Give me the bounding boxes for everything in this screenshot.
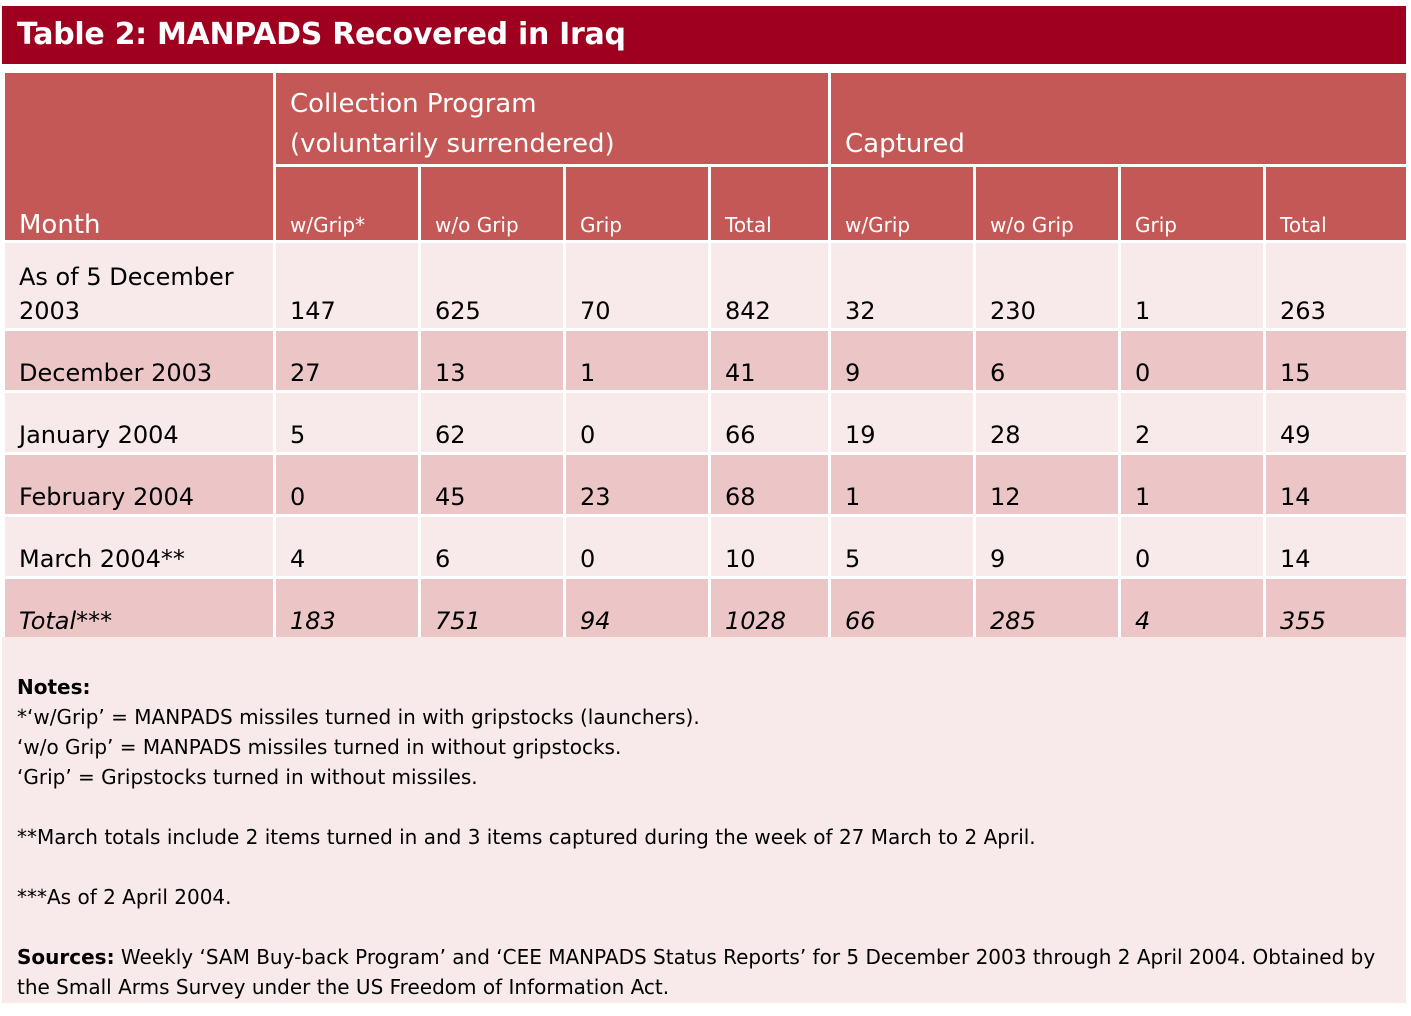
captured-grip-cell: 0 (1118, 514, 1267, 579)
collection-wgrip-header: w/Grip* (273, 164, 421, 243)
month-cell: February 2004 (2, 452, 276, 517)
collection-wogrip-cell: 751 (418, 576, 566, 641)
collection-grip-cell: 1 (563, 328, 711, 393)
captured-wogrip-cell: 230 (973, 240, 1122, 331)
month-cell: December 2003 (2, 328, 276, 393)
collection-grip-cell: 23 (563, 452, 711, 517)
captured-grip-header: Grip (1118, 164, 1267, 243)
captured-grip-cell: 4 (1118, 576, 1267, 641)
collection-wogrip-header: w/o Grip (418, 164, 566, 243)
captured-wogrip-cell: 12 (973, 452, 1122, 517)
captured-wgrip-cell: 66 (828, 576, 977, 641)
collection-wogrip-cell: 6 (418, 514, 566, 579)
total-row: Total*** 183 751 94 1028 66 285 4 355 (2, 576, 1410, 641)
captured-wogrip-cell: 9 (973, 514, 1122, 579)
note-line: ‘w/o Grip’ = MANPADS missiles turned in … (17, 735, 622, 759)
collection-wgrip-cell: 147 (273, 240, 421, 331)
collection-grip-cell: 0 (563, 514, 711, 579)
collection-wgrip-cell: 5 (273, 390, 421, 455)
collection-grip-cell: 0 (563, 390, 711, 455)
collection-wogrip-cell: 45 (418, 452, 566, 517)
captured-grip-cell: 1 (1118, 452, 1267, 517)
captured-total-cell: 49 (1263, 390, 1410, 455)
notes-heading: Notes: (17, 675, 91, 699)
collection-program-header: Collection Program (voluntarily surrende… (272, 70, 832, 167)
captured-wgrip-cell: 5 (828, 514, 977, 579)
manpads-table: Month Collection Program (voluntarily su… (2, 70, 1410, 641)
note-line: *‘w/Grip’ = MANPADS missiles turned in w… (17, 705, 700, 729)
captured-wgrip-cell: 9 (828, 328, 977, 393)
captured-wogrip-cell: 6 (973, 328, 1122, 393)
month-cell: Total*** (2, 576, 276, 641)
collection-wogrip-cell: 625 (418, 240, 566, 331)
captured-total-cell: 14 (1263, 514, 1410, 579)
table-row: December 2003 27 13 1 41 9 6 0 15 (2, 328, 1410, 393)
captured-grip-cell: 2 (1118, 390, 1267, 455)
collection-wgrip-cell: 183 (273, 576, 421, 641)
collection-total-cell: 68 (707, 452, 832, 517)
sources-text: Weekly ‘SAM Buy-back Program’ and ‘CEE M… (17, 945, 1376, 999)
captured-total-cell: 355 (1263, 576, 1410, 641)
table-title: Table 2: MANPADS Recovered in Iraq (2, 6, 1406, 64)
captured-total-header: Total (1263, 164, 1410, 243)
captured-wogrip-header: w/o Grip (973, 164, 1122, 243)
captured-total-cell: 14 (1263, 452, 1410, 517)
collection-total-header: Total (707, 164, 832, 243)
captured-wogrip-cell: 28 (973, 390, 1122, 455)
captured-total-cell: 15 (1263, 328, 1410, 393)
captured-header: Captured (828, 70, 1410, 167)
asof-note: ***As of 2 April 2004. (17, 885, 232, 909)
collection-wogrip-cell: 13 (418, 328, 566, 393)
sources-label: Sources: (17, 945, 115, 969)
collection-wogrip-cell: 62 (418, 390, 566, 455)
note-line: ‘Grip’ = Gripstocks turned in without mi… (17, 765, 478, 789)
collection-wgrip-cell: 4 (273, 514, 421, 579)
collection-wgrip-cell: 0 (273, 452, 421, 517)
collection-grip-cell: 70 (563, 240, 711, 331)
collection-total-cell: 1028 (707, 576, 832, 641)
notes-panel: Notes: *‘w/Grip’ = MANPADS missiles turn… (2, 637, 1406, 1003)
collection-total-cell: 842 (707, 240, 832, 331)
captured-grip-cell: 0 (1118, 328, 1267, 393)
table-row: March 2004** 4 6 0 10 5 9 0 14 (2, 514, 1410, 579)
collection-total-cell: 10 (707, 514, 832, 579)
collection-grip-cell: 94 (563, 576, 711, 641)
month-cell: March 2004** (2, 514, 276, 579)
captured-wgrip-cell: 19 (828, 390, 977, 455)
march-note: **March totals include 2 items turned in… (17, 825, 1036, 849)
table-row: As of 5 December 2003 147 625 70 842 32 230 1 26… (2, 240, 1410, 331)
captured-grip-cell: 1 (1118, 240, 1267, 331)
month-cell: January 2004 (2, 390, 276, 455)
month-cell: As of 5 December 2003 (2, 240, 276, 331)
collection-program-title: Collection Program (290, 89, 537, 119)
sources-note: Sources: Weekly ‘SAM Buy-back Program’ a… (17, 942, 1390, 1002)
table-row: January 2004 5 62 0 66 19 28 2 49 (2, 390, 1410, 455)
captured-wgrip-header: w/Grip (828, 164, 977, 243)
collection-program-subtitle: (voluntarily surrendered) (290, 129, 615, 159)
captured-wgrip-cell: 1 (828, 452, 977, 517)
collection-total-cell: 41 (707, 328, 832, 393)
captured-wogrip-cell: 285 (973, 576, 1122, 641)
captured-wgrip-cell: 32 (828, 240, 977, 331)
captured-total-cell: 263 (1263, 240, 1410, 331)
collection-total-cell: 66 (707, 390, 832, 455)
collection-grip-header: Grip (563, 164, 711, 243)
month-column-header: Month (2, 70, 276, 243)
table-row: February 2004 0 45 23 68 1 12 1 14 (2, 452, 1410, 517)
table-body: As of 5 December 2003 147 625 70 842 32 230 1 26… (2, 240, 1410, 641)
collection-wgrip-cell: 27 (273, 328, 421, 393)
